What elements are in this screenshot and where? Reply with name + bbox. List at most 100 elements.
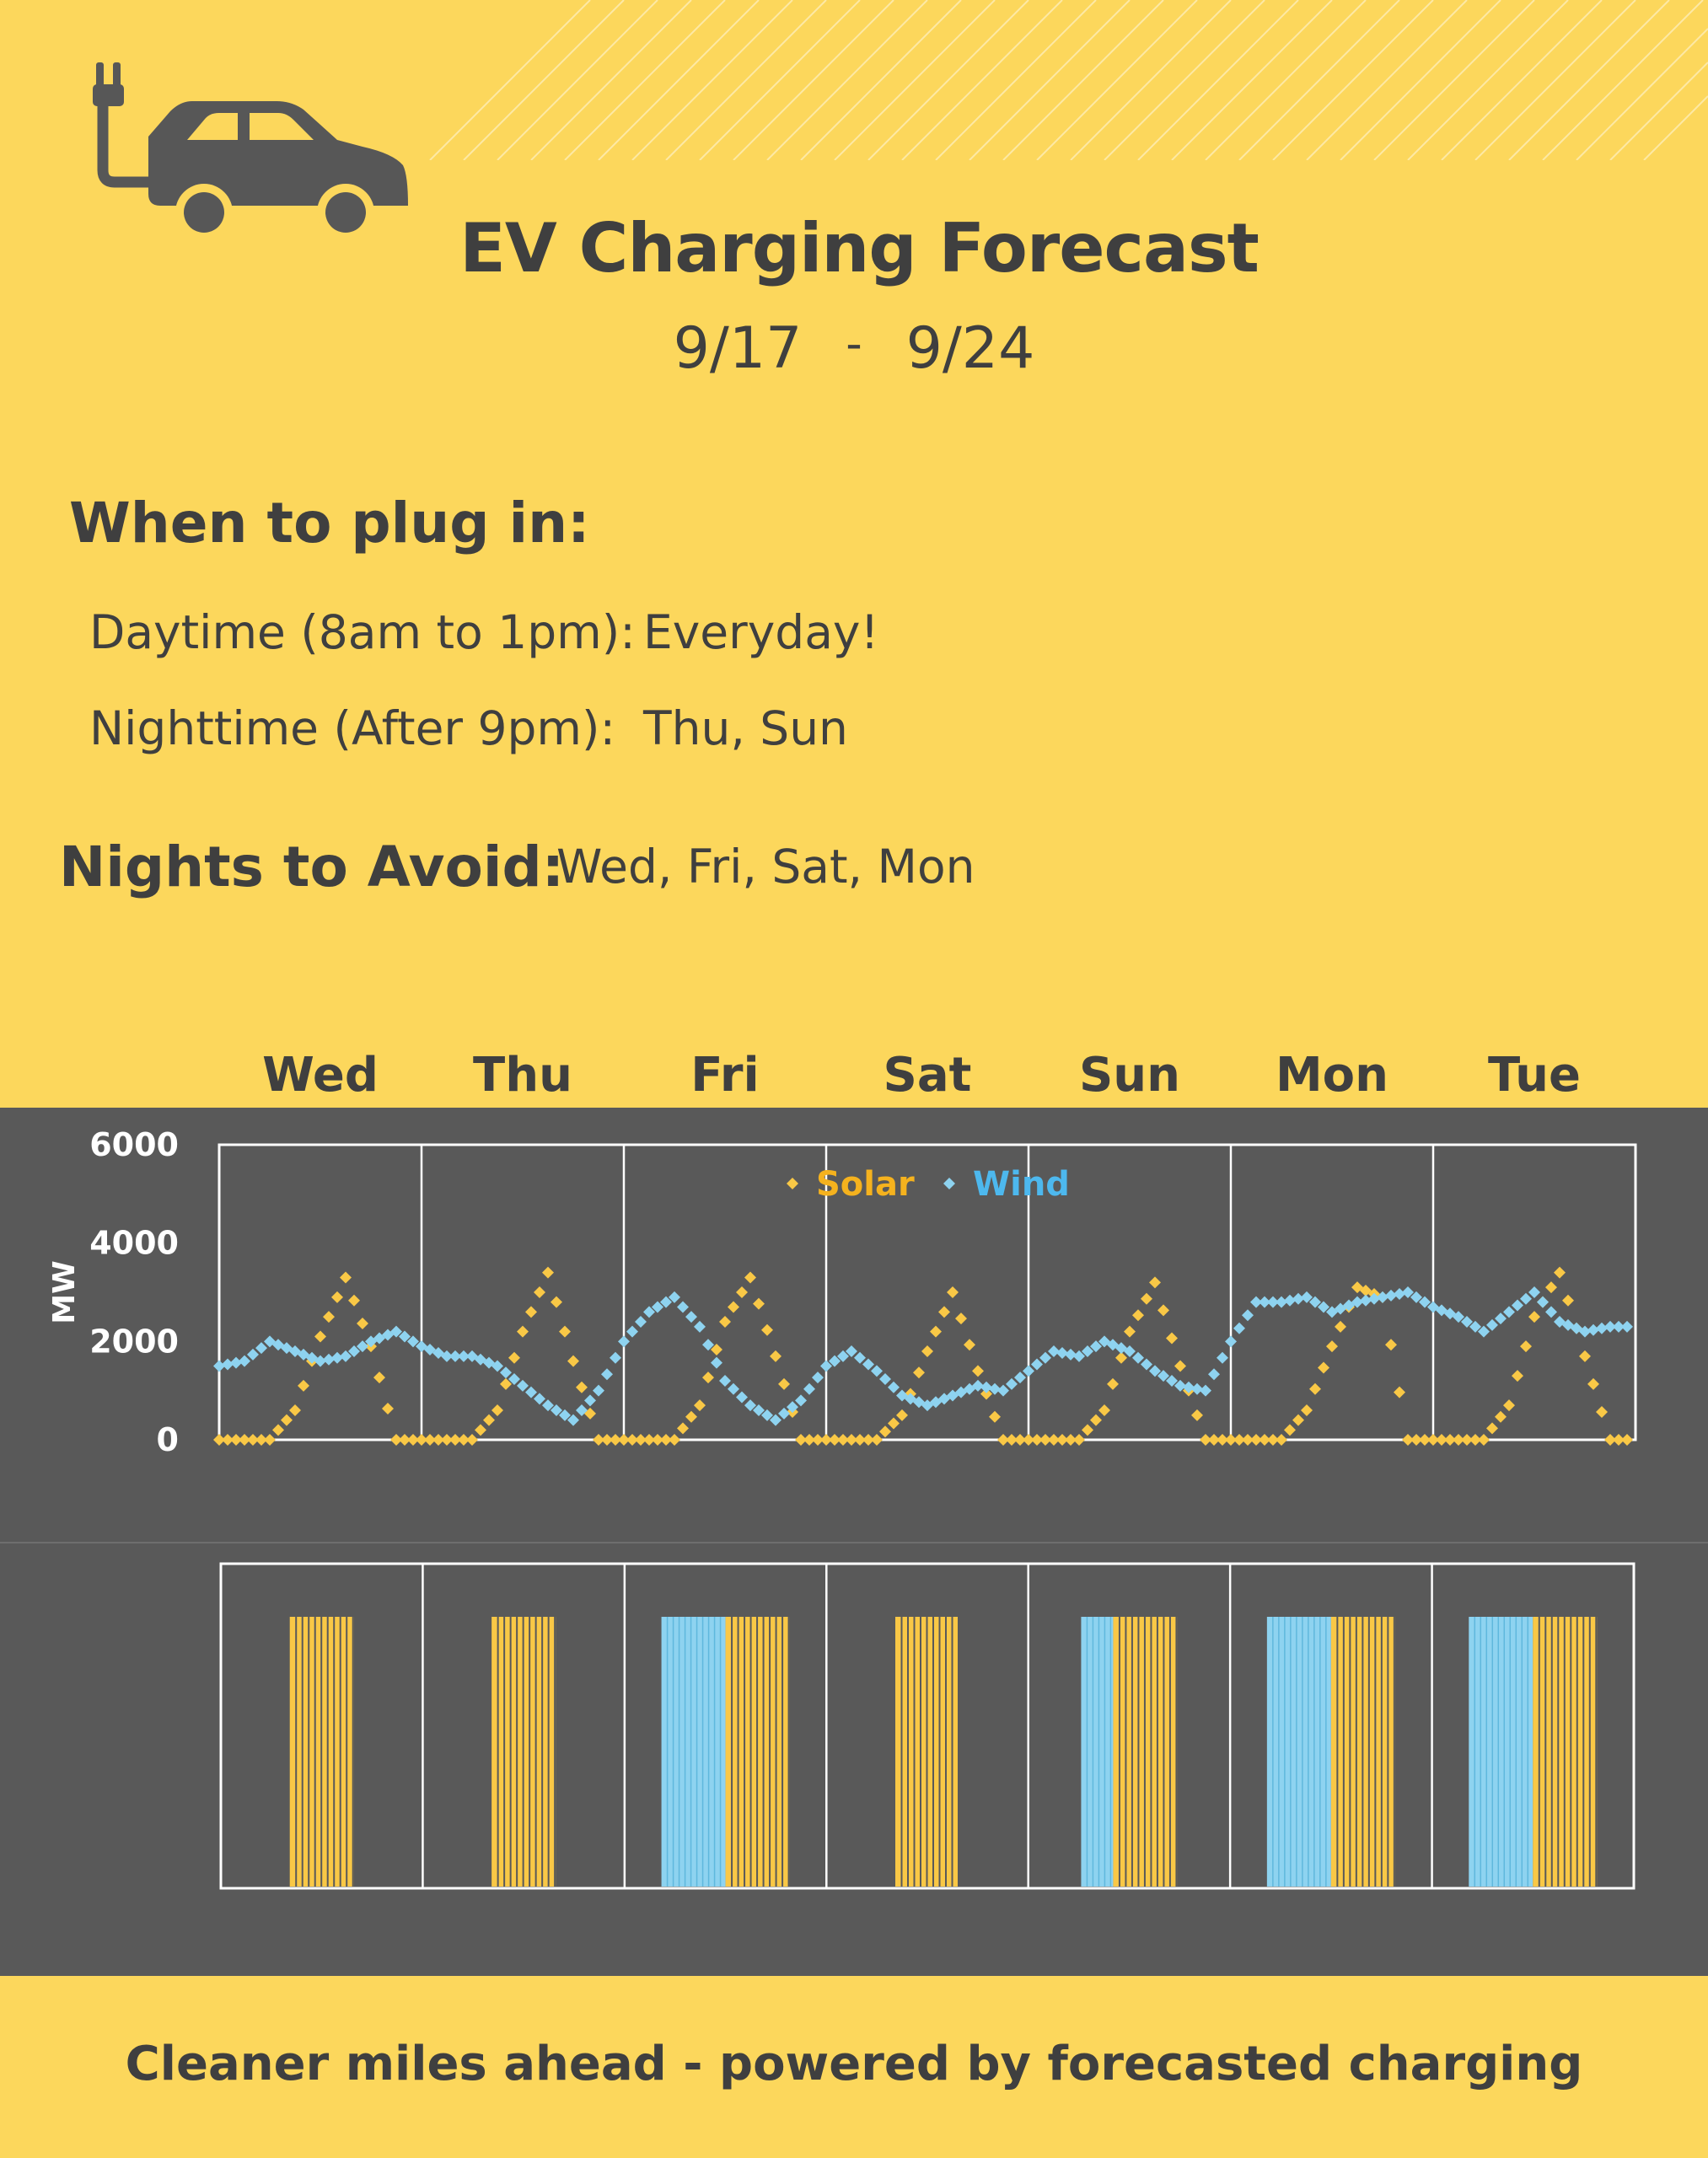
legend-label-wind: Wind [973,1165,1070,1204]
wind-point [323,1353,335,1366]
wind-bar-fill [1266,1617,1331,1887]
wind-point [1208,1368,1220,1381]
wind-point [1461,1316,1473,1328]
solar-point [669,1434,680,1446]
wind-point [643,1306,655,1318]
wind-point [854,1351,866,1364]
wind-point [778,1407,790,1420]
wind-point [1402,1286,1414,1298]
wind-point [1394,1287,1405,1300]
solar-point [744,1271,756,1284]
wind-bar-fill [661,1617,726,1887]
wind-point [871,1365,883,1377]
solar-point [652,1434,663,1446]
solar-point [1587,1377,1599,1390]
bar-plot-frame [219,1562,1635,1890]
wind-point [1486,1318,1498,1331]
solar-point [972,1365,984,1377]
wind-point [812,1372,824,1384]
solar-point [1326,1340,1338,1353]
solar-point [635,1434,647,1446]
wind-point [846,1345,857,1357]
solar-point [1090,1414,1102,1426]
wind-point [989,1382,1001,1395]
wind-point [997,1384,1009,1397]
wind-point [1385,1289,1397,1302]
solar-point [702,1372,714,1384]
solar-point [390,1434,402,1446]
wind-point [610,1351,621,1364]
wind-point [348,1345,360,1357]
footer-tagline: Cleaner miles ahead - powered by forecas… [125,2037,1583,2091]
solar-point [525,1306,537,1318]
solar-point [1596,1405,1608,1418]
solar-point [357,1317,368,1329]
wind-point [1166,1375,1178,1387]
wind-point [635,1316,647,1328]
solar-point [348,1294,360,1307]
wind-point [1292,1292,1304,1305]
page-title: EV Charging Forecast [459,209,1260,287]
wind-point [1157,1370,1169,1382]
wind-point [1149,1365,1161,1377]
solar-point [660,1434,672,1446]
solar-point [1478,1434,1490,1446]
solar-point [567,1355,579,1367]
bar-plot-border [219,1562,1635,1890]
solar-point [508,1351,520,1364]
wind-point [744,1399,756,1412]
solar-point [1149,1276,1161,1289]
solar-point [626,1434,638,1446]
wind-point [728,1382,739,1395]
wind-point [1006,1377,1018,1390]
wind-point [491,1360,503,1372]
wind-point [500,1366,512,1379]
solar-point [1427,1434,1439,1446]
wind-point [803,1382,815,1395]
solar-point [1267,1434,1279,1446]
wind-point [1141,1358,1152,1371]
solar-point [1301,1404,1313,1416]
wind-point [239,1355,250,1367]
wind-point [331,1351,343,1364]
solar-point [255,1434,267,1446]
scatter-plot-border [218,1143,1637,1441]
solar-point [399,1434,411,1446]
wind-point [685,1311,697,1323]
wind-point [753,1404,765,1416]
wind-point [1191,1382,1203,1395]
solar-point [1250,1434,1262,1446]
wind-point [618,1335,630,1348]
solar-point [1335,1320,1346,1333]
solar-point [888,1417,900,1430]
solar-point [1385,1339,1397,1351]
solar-point [534,1286,545,1298]
solar-point [736,1286,748,1298]
solar-point [753,1297,765,1310]
solar-point [1098,1404,1110,1416]
solar-point [298,1379,309,1392]
wind-point [862,1358,874,1371]
solar-point [1444,1434,1456,1446]
wind-point [1056,1346,1068,1359]
solar-point [1318,1361,1329,1374]
wind-point [1351,1296,1363,1308]
wind-point [213,1360,225,1372]
wind-point [1217,1351,1228,1364]
date-start: 9/17 [673,315,803,382]
solar-point [222,1434,234,1446]
solar-point [1461,1434,1473,1446]
solar-bar-sat [895,1617,959,1887]
solar-point [1259,1434,1270,1446]
daytime-value: Everyday! [643,605,879,659]
solar-point [921,1345,933,1357]
wind-point [1613,1320,1625,1333]
solar-point [1124,1325,1136,1338]
wind-point [584,1394,596,1407]
solar-point [1073,1434,1085,1446]
wind-point [1276,1296,1287,1308]
solar-point [213,1434,225,1446]
wind-point [1469,1320,1481,1333]
wind-point [795,1394,807,1407]
